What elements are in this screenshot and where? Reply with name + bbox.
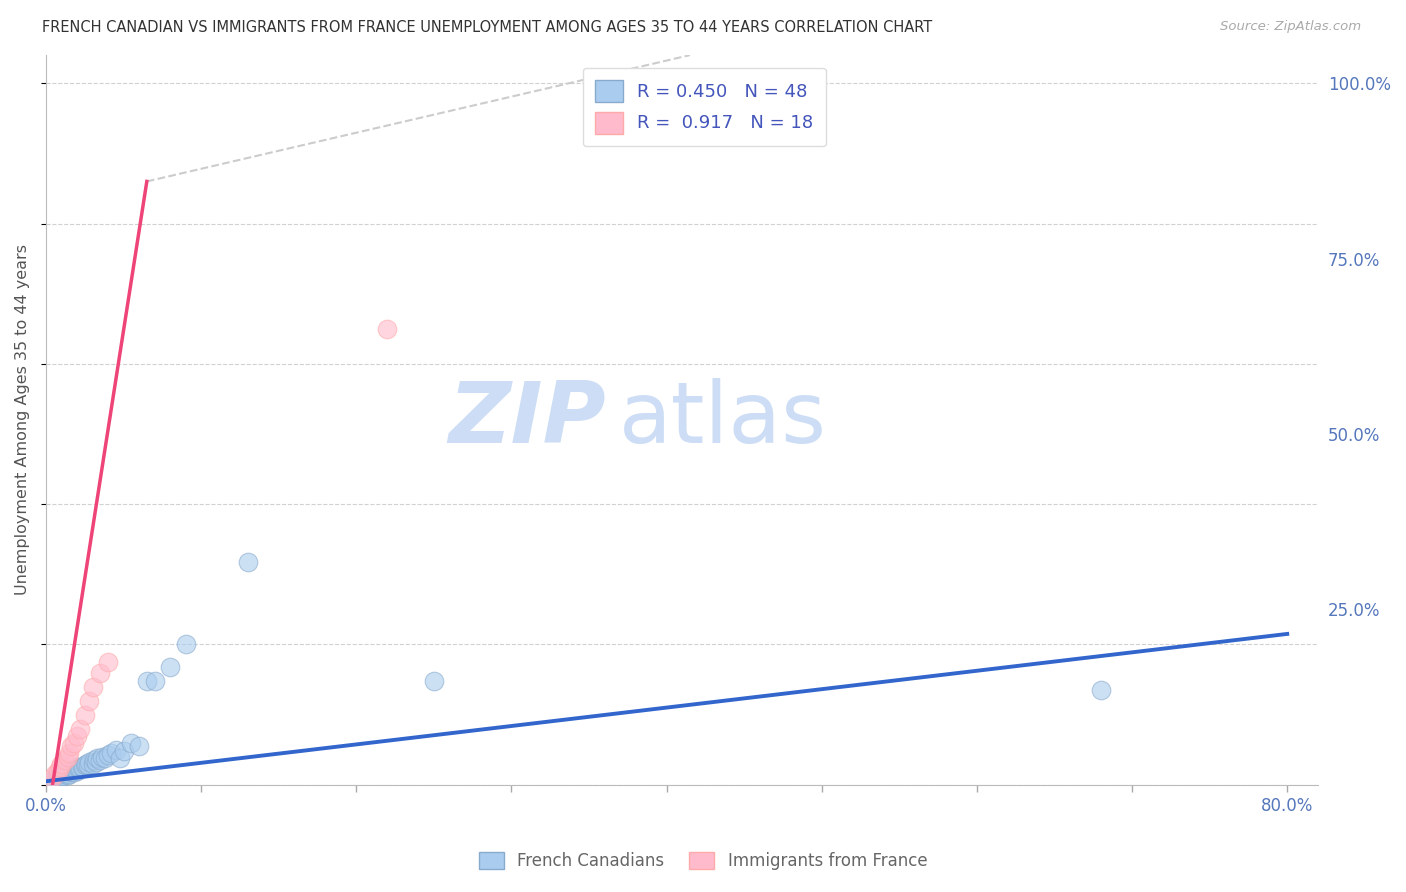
Text: FRENCH CANADIAN VS IMMIGRANTS FROM FRANCE UNEMPLOYMENT AMONG AGES 35 TO 44 YEARS: FRENCH CANADIAN VS IMMIGRANTS FROM FRANC… (42, 20, 932, 35)
Point (112, 744, 135, 758)
Text: Source: ZipAtlas.com: Source: ZipAtlas.com (1220, 20, 1361, 33)
Point (79, 756, 101, 770)
Point (89, 753, 111, 767)
Point (82, 680, 104, 694)
Point (75, 756, 97, 771)
Point (66, 729, 89, 743)
Point (65, 762, 87, 776)
Point (52, 769, 75, 783)
Point (49, 760, 72, 774)
Point (51, 756, 73, 771)
Point (53, 767, 76, 781)
Point (89, 665, 111, 680)
Point (1090, 683, 1112, 698)
Point (94, 751, 117, 765)
Legend: R = 0.450   N = 48, R =  0.917   N = 18: R = 0.450 N = 48, R = 0.917 N = 18 (583, 68, 825, 146)
Point (128, 739, 150, 754)
Point (44, 767, 66, 781)
Point (236, 555, 259, 569)
Point (48, 769, 70, 783)
Point (120, 736, 142, 750)
Legend: French Canadians, Immigrants from France: French Canadians, Immigrants from France (472, 845, 934, 877)
Point (159, 660, 181, 674)
Point (100, 746, 122, 760)
Point (49, 771, 72, 785)
Point (56, 768, 79, 782)
Point (110, 751, 132, 765)
Point (59, 739, 82, 754)
Point (60, 764, 83, 778)
Text: ZIP: ZIP (449, 378, 606, 461)
Point (79, 693, 101, 707)
Point (174, 637, 197, 651)
Point (69, 761, 91, 775)
Point (82, 756, 104, 771)
Point (67, 762, 90, 776)
Point (86, 751, 108, 765)
Point (97, 655, 120, 669)
Point (97, 748, 120, 763)
Point (42, 772, 65, 786)
Point (58, 746, 80, 760)
Point (66, 760, 89, 774)
Point (59, 765, 82, 780)
Point (84, 756, 107, 770)
Point (63, 736, 86, 750)
Y-axis label: Unemployment Among Ages 35 to 44 years: Unemployment Among Ages 35 to 44 years (15, 244, 30, 596)
Point (143, 673, 166, 688)
Point (66, 764, 89, 778)
Point (69, 722, 91, 736)
Point (51, 769, 73, 783)
Text: atlas: atlas (619, 378, 827, 461)
Point (76, 758, 98, 772)
Point (53, 753, 76, 767)
Point (51, 767, 73, 781)
Point (39, 774, 62, 789)
Point (48, 764, 70, 778)
Point (104, 742, 127, 756)
Point (63, 765, 86, 780)
Point (70, 759, 93, 773)
Point (56, 749, 79, 764)
Point (375, 322, 398, 336)
Point (423, 673, 446, 688)
Point (83, 753, 105, 767)
Point (73, 758, 96, 772)
Point (72, 760, 94, 774)
Point (58, 764, 80, 778)
Point (45, 771, 67, 785)
Point (55, 765, 77, 780)
Point (90, 749, 112, 764)
Point (73, 707, 96, 722)
Point (135, 673, 157, 688)
Point (41, 771, 63, 785)
Point (58, 766, 80, 780)
